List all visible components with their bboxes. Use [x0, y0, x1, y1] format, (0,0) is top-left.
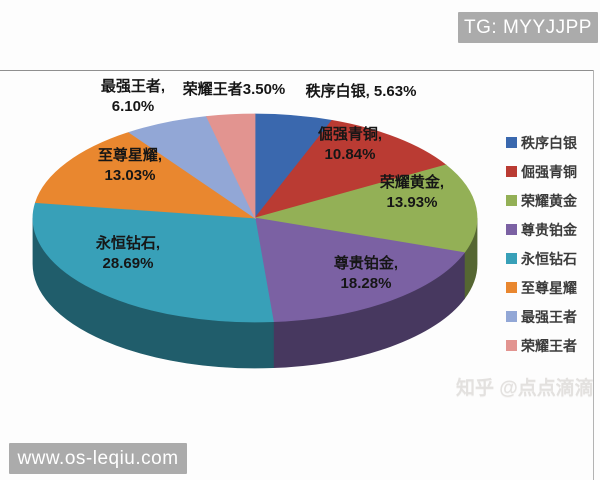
legend-label: 倔强青铜 — [521, 163, 577, 180]
legend-label: 荣耀王者 — [521, 337, 577, 354]
tg-watermark-badge: TG: MYYJJPP — [458, 12, 598, 43]
legend-label: 秩序白银 — [521, 134, 577, 151]
legend-item-荣耀黄金: 荣耀黄金 — [506, 186, 577, 215]
pie-slice-荣耀黄金 — [254, 164, 478, 254]
legend-label: 最强王者 — [521, 308, 577, 325]
legend-item-永恒钻石: 永恒钻石 — [506, 244, 577, 273]
legend-label: 荣耀黄金 — [521, 192, 577, 209]
legend-label: 至尊星耀 — [521, 279, 577, 296]
pie-slice-荣耀王者 — [205, 113, 256, 219]
legend: 秩序白银倔强青铜荣耀黄金尊贵铂金永恒钻石至尊星耀最强王者荣耀王者 — [506, 128, 577, 360]
legend-swatch-icon — [506, 166, 517, 177]
legend-item-最强王者: 最强王者 — [506, 302, 577, 331]
legend-item-倔强青铜: 倔强青铜 — [506, 157, 577, 186]
pie-slice-永恒钻石 — [32, 202, 274, 323]
pie-slice-倔强青铜 — [253, 120, 447, 219]
pie-slice-尊贵铂金 — [254, 217, 466, 323]
site-url-watermark-badge: www.os-leqiu.com — [9, 443, 187, 474]
legend-swatch-icon — [506, 137, 517, 148]
legend-swatch-icon — [506, 340, 517, 351]
legend-swatch-icon — [506, 253, 517, 264]
legend-swatch-icon — [506, 311, 517, 322]
frame-right-border — [593, 70, 594, 480]
legend-item-荣耀王者: 荣耀王者 — [506, 331, 577, 360]
legend-label: 永恒钻石 — [521, 250, 577, 267]
legend-swatch-icon — [506, 224, 517, 235]
legend-label: 尊贵铂金 — [521, 221, 577, 238]
pie-slice-至尊星耀 — [34, 131, 257, 219]
legend-item-秩序白银: 秩序白银 — [506, 128, 577, 157]
frame-top-border — [0, 70, 594, 71]
legend-item-至尊星耀: 至尊星耀 — [506, 273, 577, 302]
zhihu-author-watermark: 知乎 @点点滴滴 — [456, 378, 594, 399]
legend-swatch-icon — [506, 195, 517, 206]
legend-swatch-icon — [506, 282, 517, 293]
legend-item-尊贵铂金: 尊贵铂金 — [506, 215, 577, 244]
